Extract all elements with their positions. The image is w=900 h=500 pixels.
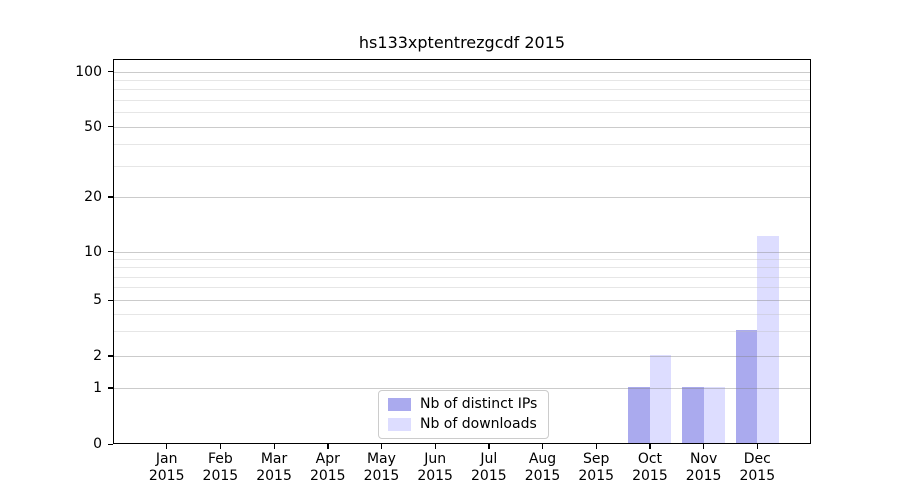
gridline-minor <box>114 99 810 101</box>
legend-label-downloads: Nb of downloads <box>420 416 537 432</box>
gridline-minor <box>114 79 810 81</box>
x-tick-mark <box>488 444 490 449</box>
legend-swatch-distinct-ips <box>388 397 411 411</box>
legend-swatch-downloads <box>388 417 411 431</box>
legend-item-distinct-ips: Nb of distinct IPs <box>388 396 537 412</box>
x-tick-month: Apr <box>315 451 340 467</box>
x-tick-year: 2015 <box>524 468 561 484</box>
x-tick-mark <box>756 444 759 449</box>
y-tick-mark <box>108 387 113 389</box>
x-tick-month: Jul <box>480 451 498 467</box>
x-tick-mark <box>219 444 222 449</box>
x-tick-label: Sep 2015 <box>561 451 631 485</box>
gridline-major <box>114 251 810 253</box>
y-tick-mark <box>108 71 113 73</box>
x-tick-month: Nov <box>689 451 718 467</box>
x-tick-year: 2015 <box>256 468 292 484</box>
bar-downloads <box>649 355 672 443</box>
x-tick-year: 2015 <box>363 468 400 484</box>
y-tick-label: 50 <box>84 118 102 135</box>
x-tick-label: Mar 2015 <box>239 451 309 485</box>
y-tick-mark <box>108 196 113 198</box>
gridline-major <box>114 355 810 357</box>
x-tick-year: 2015 <box>685 468 722 484</box>
bar-distinct-ips <box>682 386 704 443</box>
y-tick-label: 20 <box>84 188 102 205</box>
x-tick-month: Feb <box>207 451 233 467</box>
x-tick-mark <box>649 444 651 449</box>
x-tick-month: Jan <box>155 451 178 467</box>
x-tick-month: May <box>366 451 396 467</box>
gridline-minor <box>114 143 810 145</box>
x-tick-month: Dec <box>743 451 771 467</box>
bar-downloads <box>757 236 779 443</box>
x-tick-mark <box>595 444 598 449</box>
x-tick-label: Jan 2015 <box>132 451 202 485</box>
x-tick-year: 2015 <box>309 468 346 484</box>
x-tick-label: Oct 2015 <box>615 451 685 485</box>
y-tick-label: 100 <box>75 63 102 80</box>
y-tick-label: 5 <box>93 292 102 308</box>
y-tick-mark <box>108 443 113 445</box>
bar-downloads <box>703 386 726 443</box>
x-tick-month: Aug <box>528 451 557 467</box>
x-tick-month: Mar <box>260 451 288 467</box>
x-tick-month: Sep <box>583 451 610 467</box>
x-tick-label: Dec 2015 <box>722 451 792 485</box>
x-tick-month: Oct <box>637 451 663 467</box>
gridline-major <box>114 300 810 301</box>
gridline-minor <box>114 331 810 333</box>
plot-area <box>113 59 811 444</box>
x-tick-label: Feb 2015 <box>185 451 255 485</box>
gridline-major <box>114 71 810 73</box>
x-tick-mark <box>273 444 275 449</box>
gridline-minor <box>114 259 810 261</box>
bar-distinct-ips <box>735 330 758 443</box>
gridline-major <box>114 126 810 128</box>
x-tick-year: 2015 <box>148 468 185 484</box>
y-tick-mark <box>108 126 113 128</box>
x-tick-label: Jun 2015 <box>400 451 470 485</box>
x-tick-mark <box>166 444 168 449</box>
x-tick-year: 2015 <box>632 468 668 484</box>
y-tick-label: 10 <box>84 243 102 260</box>
legend-item-downloads: Nb of downloads <box>388 416 537 432</box>
gridline-minor <box>114 112 810 114</box>
x-tick-year: 2015 <box>471 468 507 484</box>
gridline-minor <box>114 89 810 91</box>
x-tick-mark <box>434 444 436 449</box>
x-tick-label: Jul 2015 <box>454 451 524 485</box>
x-tick-mark <box>542 444 544 449</box>
gridline-minor <box>114 165 810 167</box>
gridline-minor <box>114 267 810 269</box>
y-tick-label: 0 <box>93 436 102 452</box>
y-tick-mark <box>108 299 113 301</box>
x-tick-mark <box>703 444 705 449</box>
legend-label-distinct-ips: Nb of distinct IPs <box>420 396 538 412</box>
x-tick-label: May 2015 <box>346 451 416 485</box>
gridline-major <box>114 387 810 389</box>
x-tick-label: Nov 2015 <box>669 451 739 485</box>
x-tick-year: 2015 <box>739 468 776 484</box>
y-tick-mark <box>108 251 113 253</box>
bar-distinct-ips <box>628 386 650 443</box>
x-tick-year: 2015 <box>578 468 615 484</box>
x-tick-year: 2015 <box>417 468 453 484</box>
y-tick-mark <box>108 355 113 357</box>
gridline-major <box>114 196 810 198</box>
gridline-minor <box>114 276 810 278</box>
x-tick-mark <box>380 444 383 449</box>
gridline-minor <box>114 287 810 289</box>
legend: Nb of distinct IPs Nb of downloads <box>378 390 550 439</box>
y-tick-label: 2 <box>93 347 102 364</box>
x-tick-label: Aug 2015 <box>508 451 578 485</box>
y-tick-label: 1 <box>93 379 102 396</box>
x-tick-year: 2015 <box>202 468 239 484</box>
x-tick-mark <box>327 444 329 449</box>
gridline-minor <box>114 313 810 315</box>
x-tick-month: Jun <box>424 451 447 467</box>
chart-title: hs133xptentrezgcdf 2015 <box>358 33 566 52</box>
x-tick-label: Apr 2015 <box>293 451 363 485</box>
